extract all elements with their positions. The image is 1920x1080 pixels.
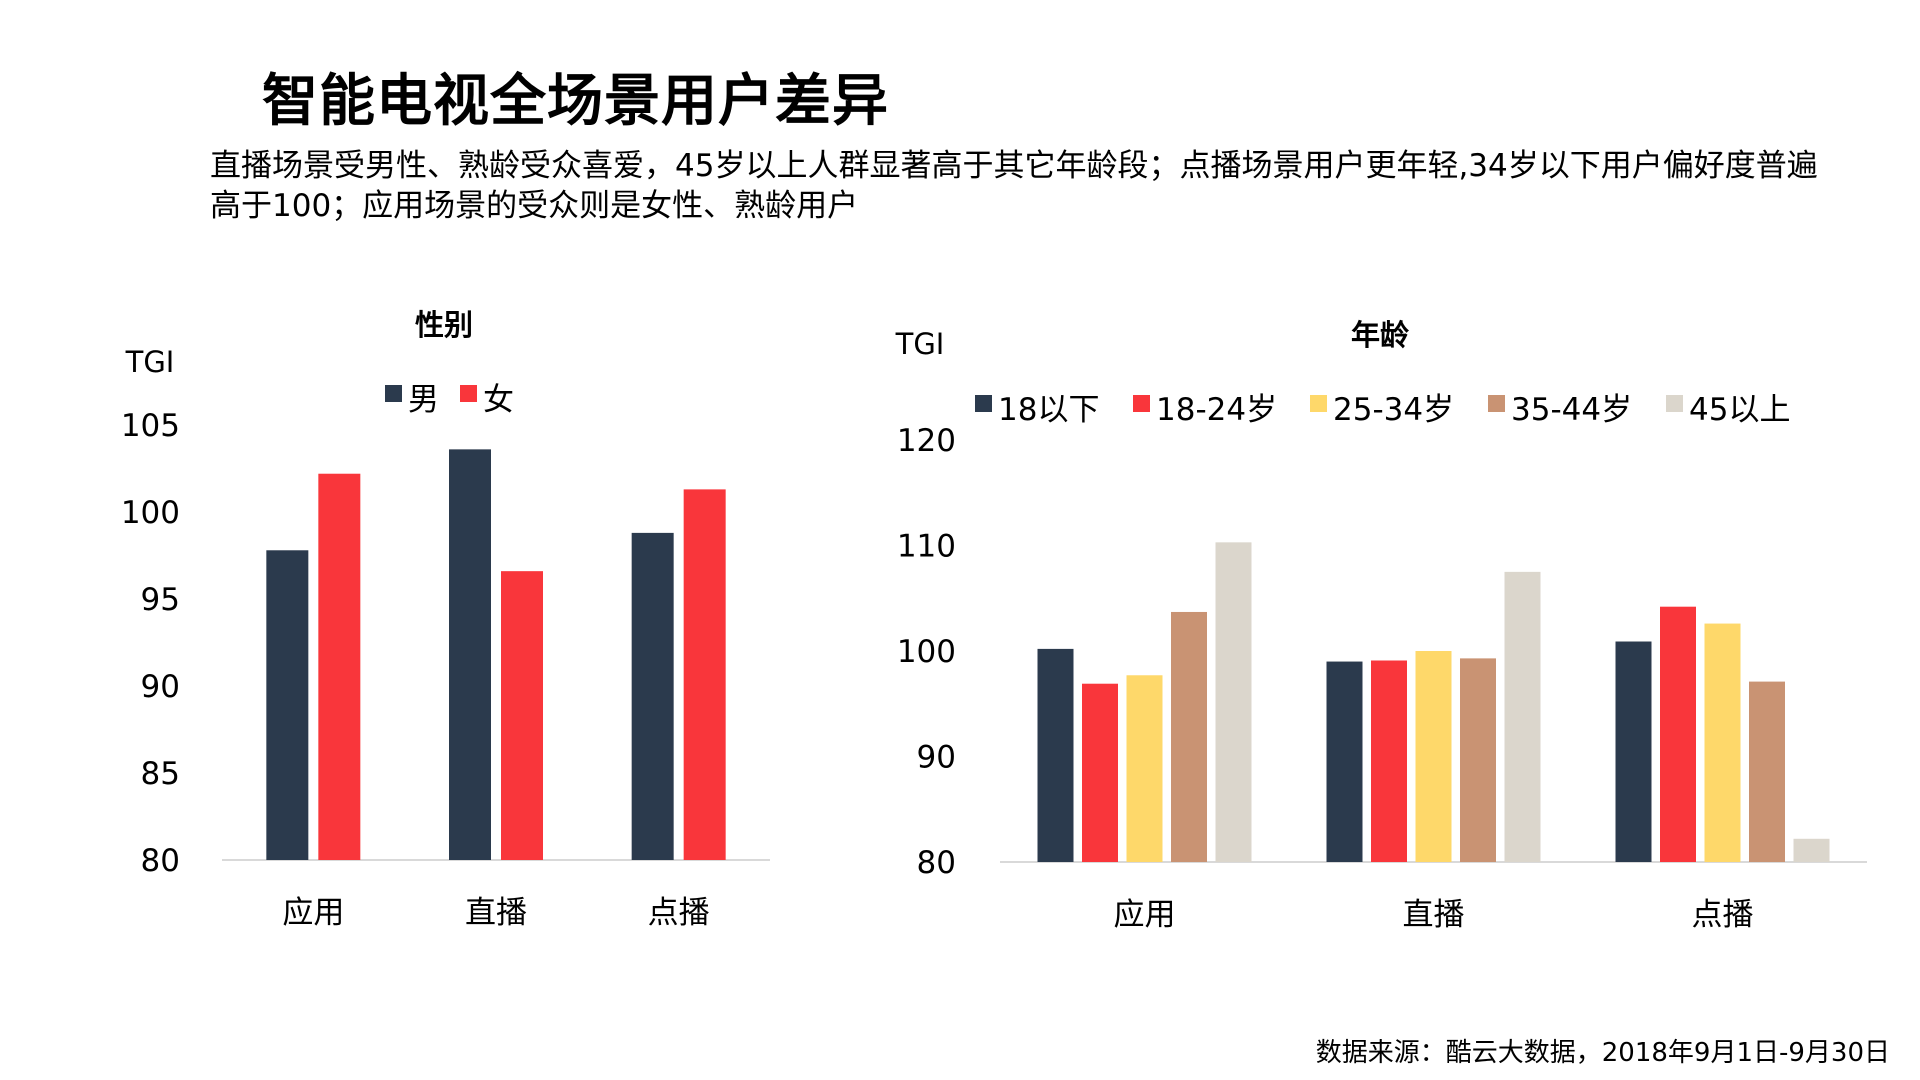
x-category-label: 直播 [1403, 897, 1465, 933]
bar-1-3 [631, 532, 674, 860]
bar-2-1 [1082, 683, 1118, 862]
bar-4-2 [1460, 658, 1496, 862]
bar-4-3 [1749, 681, 1785, 862]
legend-swatch [1488, 395, 1505, 412]
legend-swatch [1310, 395, 1327, 412]
legend-label: 18以下 [998, 392, 1099, 428]
y-tick-label: 80 [917, 845, 956, 881]
data-source-note: 数据来源：酷云大数据，2018年9月1日-9月30日 [1315, 1038, 1890, 1068]
x-category-label: 点播 [648, 895, 710, 931]
bar-4-1 [1171, 611, 1207, 862]
legend-swatch [1666, 395, 1683, 412]
y-tick-label: 120 [897, 423, 956, 459]
bar-1-2 [1326, 661, 1363, 862]
legend-label: 25-34岁 [1333, 392, 1454, 428]
y-tick-label: 110 [897, 529, 956, 565]
y-tick-label: 100 [121, 495, 180, 531]
y-tick-label: 105 [121, 408, 180, 444]
bar-2-3 [683, 489, 726, 860]
bar-1-1 [266, 550, 309, 860]
bar-2-1 [318, 473, 361, 860]
bar-3-2 [1415, 651, 1452, 862]
bar-3-3 [1704, 623, 1741, 862]
y-axis-label: TGI [125, 345, 175, 379]
x-category-label: 应用 [282, 895, 344, 931]
chart-title: 年龄 [1351, 318, 1410, 352]
legend-label: 男 [408, 382, 439, 418]
legend-swatch [1133, 395, 1150, 412]
legend-swatch [460, 385, 477, 402]
y-tick-label: 90 [141, 669, 180, 705]
bar-2-3 [1660, 606, 1696, 862]
bar-1-1 [1037, 648, 1074, 862]
legend-swatch [975, 395, 992, 412]
bar-5-2 [1504, 571, 1541, 862]
y-tick-label: 100 [897, 634, 956, 670]
x-category-label: 直播 [465, 895, 527, 931]
bar-5-1 [1215, 542, 1252, 862]
x-category-label: 点播 [1692, 897, 1754, 933]
legend-swatch [385, 385, 402, 402]
y-tick-label: 95 [141, 582, 180, 618]
page-subtitle: 直播场景受男性、熟龄受众喜爱，45岁以上人群显著高于其它年龄段；点播场景用户更年… [210, 148, 1818, 224]
bar-5-3 [1793, 838, 1830, 862]
legend-label: 18-24岁 [1156, 392, 1277, 428]
legend-label: 女 [483, 382, 514, 418]
chart-title: 性别 [415, 308, 473, 342]
y-tick-label: 85 [141, 756, 180, 792]
bar-2-2 [501, 571, 543, 860]
x-category-label: 应用 [1114, 897, 1176, 933]
bar-1-2 [449, 449, 491, 860]
y-tick-label: 80 [141, 843, 180, 879]
legend-label: 45以上 [1689, 392, 1790, 428]
bar-3-1 [1126, 675, 1163, 862]
bar-2-2 [1371, 660, 1407, 862]
y-tick-label: 90 [917, 740, 956, 776]
y-axis-label: TGI [895, 327, 945, 361]
page-title: 智能电视全场景用户差异 [262, 69, 889, 134]
legend-label: 35-44岁 [1511, 392, 1632, 428]
bar-1-3 [1615, 641, 1652, 862]
